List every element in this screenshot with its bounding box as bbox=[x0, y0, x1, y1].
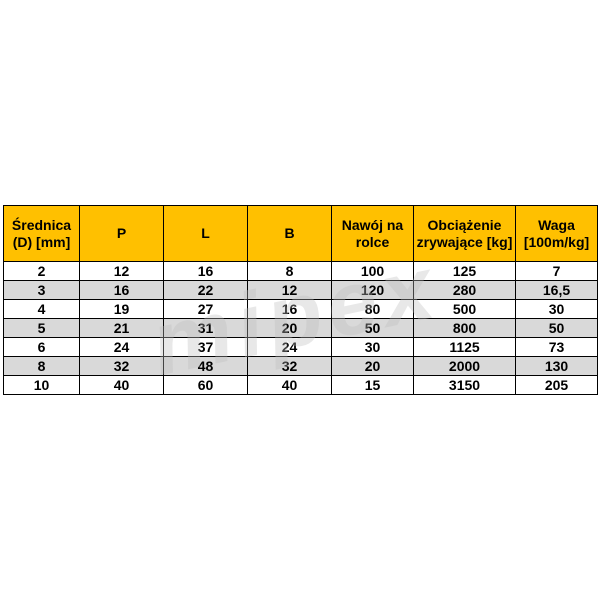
table-cell: 20 bbox=[331, 356, 414, 376]
table-cell: 5 bbox=[3, 318, 80, 338]
header-cell: L bbox=[163, 205, 248, 262]
table-cell: 120 bbox=[331, 280, 414, 300]
table-cell: 100 bbox=[331, 261, 414, 281]
table-row: 5 21 31 20 50 800 50 bbox=[3, 318, 598, 338]
table-cell: 800 bbox=[413, 318, 516, 338]
table-cell: 73 bbox=[515, 337, 598, 357]
table-cell: 19 bbox=[79, 299, 164, 319]
table-cell: 130 bbox=[515, 356, 598, 376]
table-cell: 21 bbox=[79, 318, 164, 338]
table-cell: 3 bbox=[3, 280, 80, 300]
table-cell: 205 bbox=[515, 375, 598, 395]
table-cell: 8 bbox=[3, 356, 80, 376]
table-cell: 4 bbox=[3, 299, 80, 319]
table-cell: 30 bbox=[515, 299, 598, 319]
table-cell: 7 bbox=[515, 261, 598, 281]
table-row: 10 40 60 40 15 3150 205 bbox=[3, 375, 598, 395]
table-cell: 22 bbox=[163, 280, 248, 300]
table-row: 6 24 37 24 30 1125 73 bbox=[3, 337, 598, 357]
table-cell: 37 bbox=[163, 337, 248, 357]
table-row: 8 32 48 32 20 2000 130 bbox=[3, 356, 598, 376]
table-cell: 6 bbox=[3, 337, 80, 357]
table-cell: 2000 bbox=[413, 356, 516, 376]
table-cell: 1125 bbox=[413, 337, 516, 357]
table-cell: 48 bbox=[163, 356, 248, 376]
header-cell: Średnica (D) [mm] bbox=[3, 205, 80, 262]
header-row: Średnica (D) [mm] P L B Nawój na rolce Obciąż… bbox=[3, 205, 598, 262]
table-cell: 16,5 bbox=[515, 280, 598, 300]
table-row: 2 12 16 8 100 125 7 bbox=[3, 261, 598, 281]
spec-table: Średnica (D) [mm] P L B Nawój na rolce Obciąż… bbox=[3, 205, 598, 395]
table-cell: 12 bbox=[247, 280, 332, 300]
table-cell: 31 bbox=[163, 318, 248, 338]
table-cell: 2 bbox=[3, 261, 80, 281]
table-cell: 24 bbox=[247, 337, 332, 357]
header-cell: Nawój na rolce bbox=[331, 205, 414, 262]
table-cell: 16 bbox=[163, 261, 248, 281]
table-body: 2 12 16 8 100 125 7 3 16 22 12 120 280 16,5 4 19 27 16 80 5… bbox=[3, 261, 598, 395]
header-cell: Obciążenie zrywające [kg] bbox=[413, 205, 516, 262]
table-cell: 40 bbox=[247, 375, 332, 395]
table-cell: 30 bbox=[331, 337, 414, 357]
table-cell: 80 bbox=[331, 299, 414, 319]
table-cell: 40 bbox=[79, 375, 164, 395]
table-cell: 32 bbox=[79, 356, 164, 376]
table-cell: 32 bbox=[247, 356, 332, 376]
header-cell: B bbox=[247, 205, 332, 262]
table-cell: 27 bbox=[163, 299, 248, 319]
header-cell: Waga [100m/kg] bbox=[515, 205, 598, 262]
table-row: 3 16 22 12 120 280 16,5 bbox=[3, 280, 598, 300]
table-cell: 3150 bbox=[413, 375, 516, 395]
table-header: Średnica (D) [mm] P L B Nawój na rolce Obciąż… bbox=[3, 205, 598, 262]
table-cell: 16 bbox=[79, 280, 164, 300]
table-cell: 15 bbox=[331, 375, 414, 395]
table-cell: 50 bbox=[515, 318, 598, 338]
table-cell: 500 bbox=[413, 299, 516, 319]
table-cell: 125 bbox=[413, 261, 516, 281]
table-row: 4 19 27 16 80 500 30 bbox=[3, 299, 598, 319]
header-cell: P bbox=[79, 205, 164, 262]
table-cell: 8 bbox=[247, 261, 332, 281]
table-cell: 20 bbox=[247, 318, 332, 338]
table-cell: 280 bbox=[413, 280, 516, 300]
table-cell: 50 bbox=[331, 318, 414, 338]
table-cell: 16 bbox=[247, 299, 332, 319]
table-cell: 60 bbox=[163, 375, 248, 395]
table-cell: 24 bbox=[79, 337, 164, 357]
table-cell: 10 bbox=[3, 375, 80, 395]
table-cell: 12 bbox=[79, 261, 164, 281]
